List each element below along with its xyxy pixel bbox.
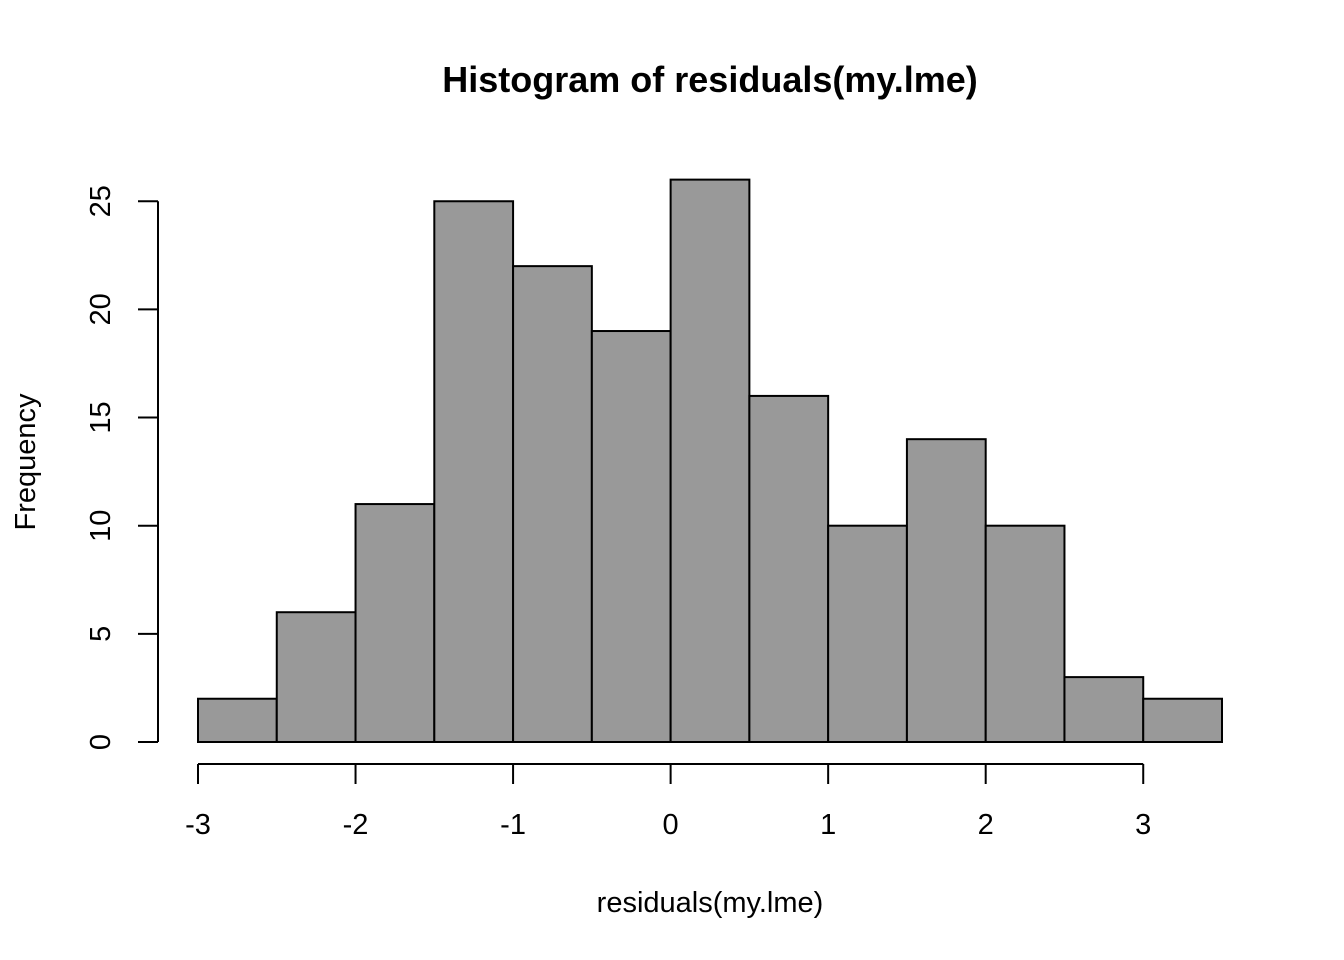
histogram-bar-9 <box>905 438 987 743</box>
histogram-bar-6 <box>669 178 751 743</box>
y-axis: 0 5 10 15 20 25 <box>85 185 159 750</box>
histogram-bar-11 <box>1063 676 1145 743</box>
x-tick-label-3: 3 <box>1135 809 1151 841</box>
y-tick-label-25: 25 <box>85 185 117 217</box>
histogram-bar-3 <box>433 200 515 743</box>
x-tick-label--2: -2 <box>343 809 369 841</box>
histogram-bar-5 <box>590 330 672 743</box>
histogram-bar-7 <box>748 394 830 743</box>
x-axis: -3 -2 -1 0 1 2 3 <box>185 763 1151 841</box>
x-tick-label--1: -1 <box>500 809 526 841</box>
y-tick-label-20: 20 <box>85 293 117 325</box>
x-tick-label-0: 0 <box>663 809 679 841</box>
x-tick-label-1: 1 <box>820 809 836 841</box>
x-tick-label-2: 2 <box>978 809 994 841</box>
histogram-bar-8 <box>827 524 908 744</box>
histogram-bar-1 <box>275 611 357 743</box>
y-tick-label-10: 10 <box>85 510 117 542</box>
bars-group <box>197 178 1223 744</box>
histogram-bar-12 <box>1142 697 1223 743</box>
x-tick-label--3: -3 <box>185 809 211 841</box>
histogram-bar-0 <box>197 697 278 743</box>
y-tick-label-0: 0 <box>85 734 117 750</box>
y-tick-label-15: 15 <box>85 401 117 433</box>
histogram-bar-4 <box>512 265 593 743</box>
y-tick-label-5: 5 <box>85 626 117 642</box>
y-axis-label: Frequency <box>10 393 42 531</box>
histogram-bar-2 <box>354 503 436 743</box>
histogram-bar-10 <box>984 524 1066 744</box>
chart-title: Histogram of residuals(my.lme) <box>442 59 977 100</box>
x-axis-label: residuals(my.lme) <box>597 887 824 919</box>
